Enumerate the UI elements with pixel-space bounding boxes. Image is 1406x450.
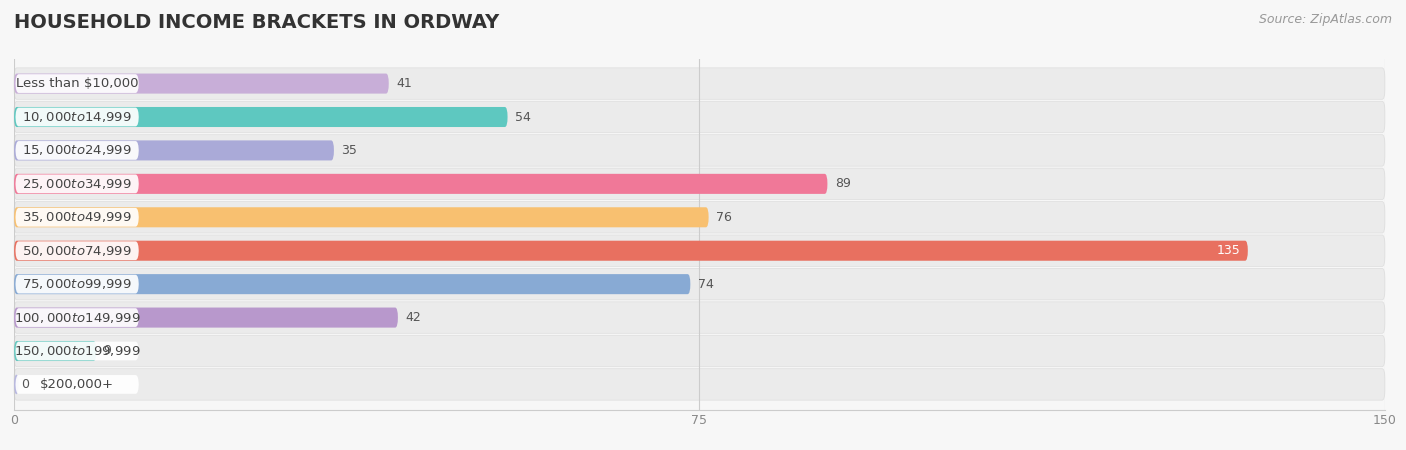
Text: 41: 41 (396, 77, 412, 90)
FancyBboxPatch shape (14, 73, 389, 94)
FancyBboxPatch shape (15, 208, 139, 227)
FancyBboxPatch shape (14, 202, 1385, 233)
FancyBboxPatch shape (14, 302, 1385, 333)
FancyBboxPatch shape (15, 141, 139, 160)
Text: 42: 42 (405, 311, 420, 324)
Text: $35,000 to $49,999: $35,000 to $49,999 (22, 210, 132, 224)
Text: $15,000 to $24,999: $15,000 to $24,999 (22, 144, 132, 158)
Text: 0: 0 (21, 378, 30, 391)
Text: 135: 135 (1216, 244, 1240, 257)
FancyBboxPatch shape (14, 307, 398, 328)
FancyBboxPatch shape (14, 335, 1385, 367)
Text: Source: ZipAtlas.com: Source: ZipAtlas.com (1258, 14, 1392, 27)
FancyBboxPatch shape (14, 269, 1385, 300)
FancyBboxPatch shape (14, 140, 335, 161)
Text: 35: 35 (342, 144, 357, 157)
Text: $150,000 to $199,999: $150,000 to $199,999 (14, 344, 141, 358)
FancyBboxPatch shape (14, 68, 1385, 99)
FancyBboxPatch shape (14, 274, 690, 294)
FancyBboxPatch shape (15, 175, 139, 193)
Text: Less than $10,000: Less than $10,000 (15, 77, 138, 90)
Text: 76: 76 (716, 211, 731, 224)
Text: $200,000+: $200,000+ (41, 378, 114, 391)
FancyBboxPatch shape (14, 341, 96, 361)
FancyBboxPatch shape (15, 342, 139, 360)
FancyBboxPatch shape (14, 174, 827, 194)
FancyBboxPatch shape (14, 101, 1385, 133)
FancyBboxPatch shape (14, 168, 1385, 199)
FancyBboxPatch shape (14, 235, 1385, 266)
FancyBboxPatch shape (14, 207, 709, 227)
FancyBboxPatch shape (14, 107, 508, 127)
FancyBboxPatch shape (14, 369, 1385, 400)
Text: $75,000 to $99,999: $75,000 to $99,999 (22, 277, 132, 291)
Text: 89: 89 (835, 177, 851, 190)
FancyBboxPatch shape (14, 135, 1385, 166)
FancyBboxPatch shape (15, 375, 139, 394)
Text: $25,000 to $34,999: $25,000 to $34,999 (22, 177, 132, 191)
Text: 74: 74 (697, 278, 713, 291)
Text: $10,000 to $14,999: $10,000 to $14,999 (22, 110, 132, 124)
Text: $50,000 to $74,999: $50,000 to $74,999 (22, 244, 132, 258)
FancyBboxPatch shape (14, 241, 1249, 261)
Text: 54: 54 (515, 111, 530, 123)
Text: $100,000 to $149,999: $100,000 to $149,999 (14, 310, 141, 324)
FancyBboxPatch shape (15, 241, 139, 260)
FancyBboxPatch shape (15, 108, 139, 126)
FancyBboxPatch shape (15, 275, 139, 293)
FancyBboxPatch shape (15, 74, 139, 93)
FancyBboxPatch shape (15, 308, 139, 327)
FancyBboxPatch shape (14, 374, 18, 395)
Text: 9: 9 (104, 345, 111, 357)
Text: HOUSEHOLD INCOME BRACKETS IN ORDWAY: HOUSEHOLD INCOME BRACKETS IN ORDWAY (14, 14, 499, 32)
